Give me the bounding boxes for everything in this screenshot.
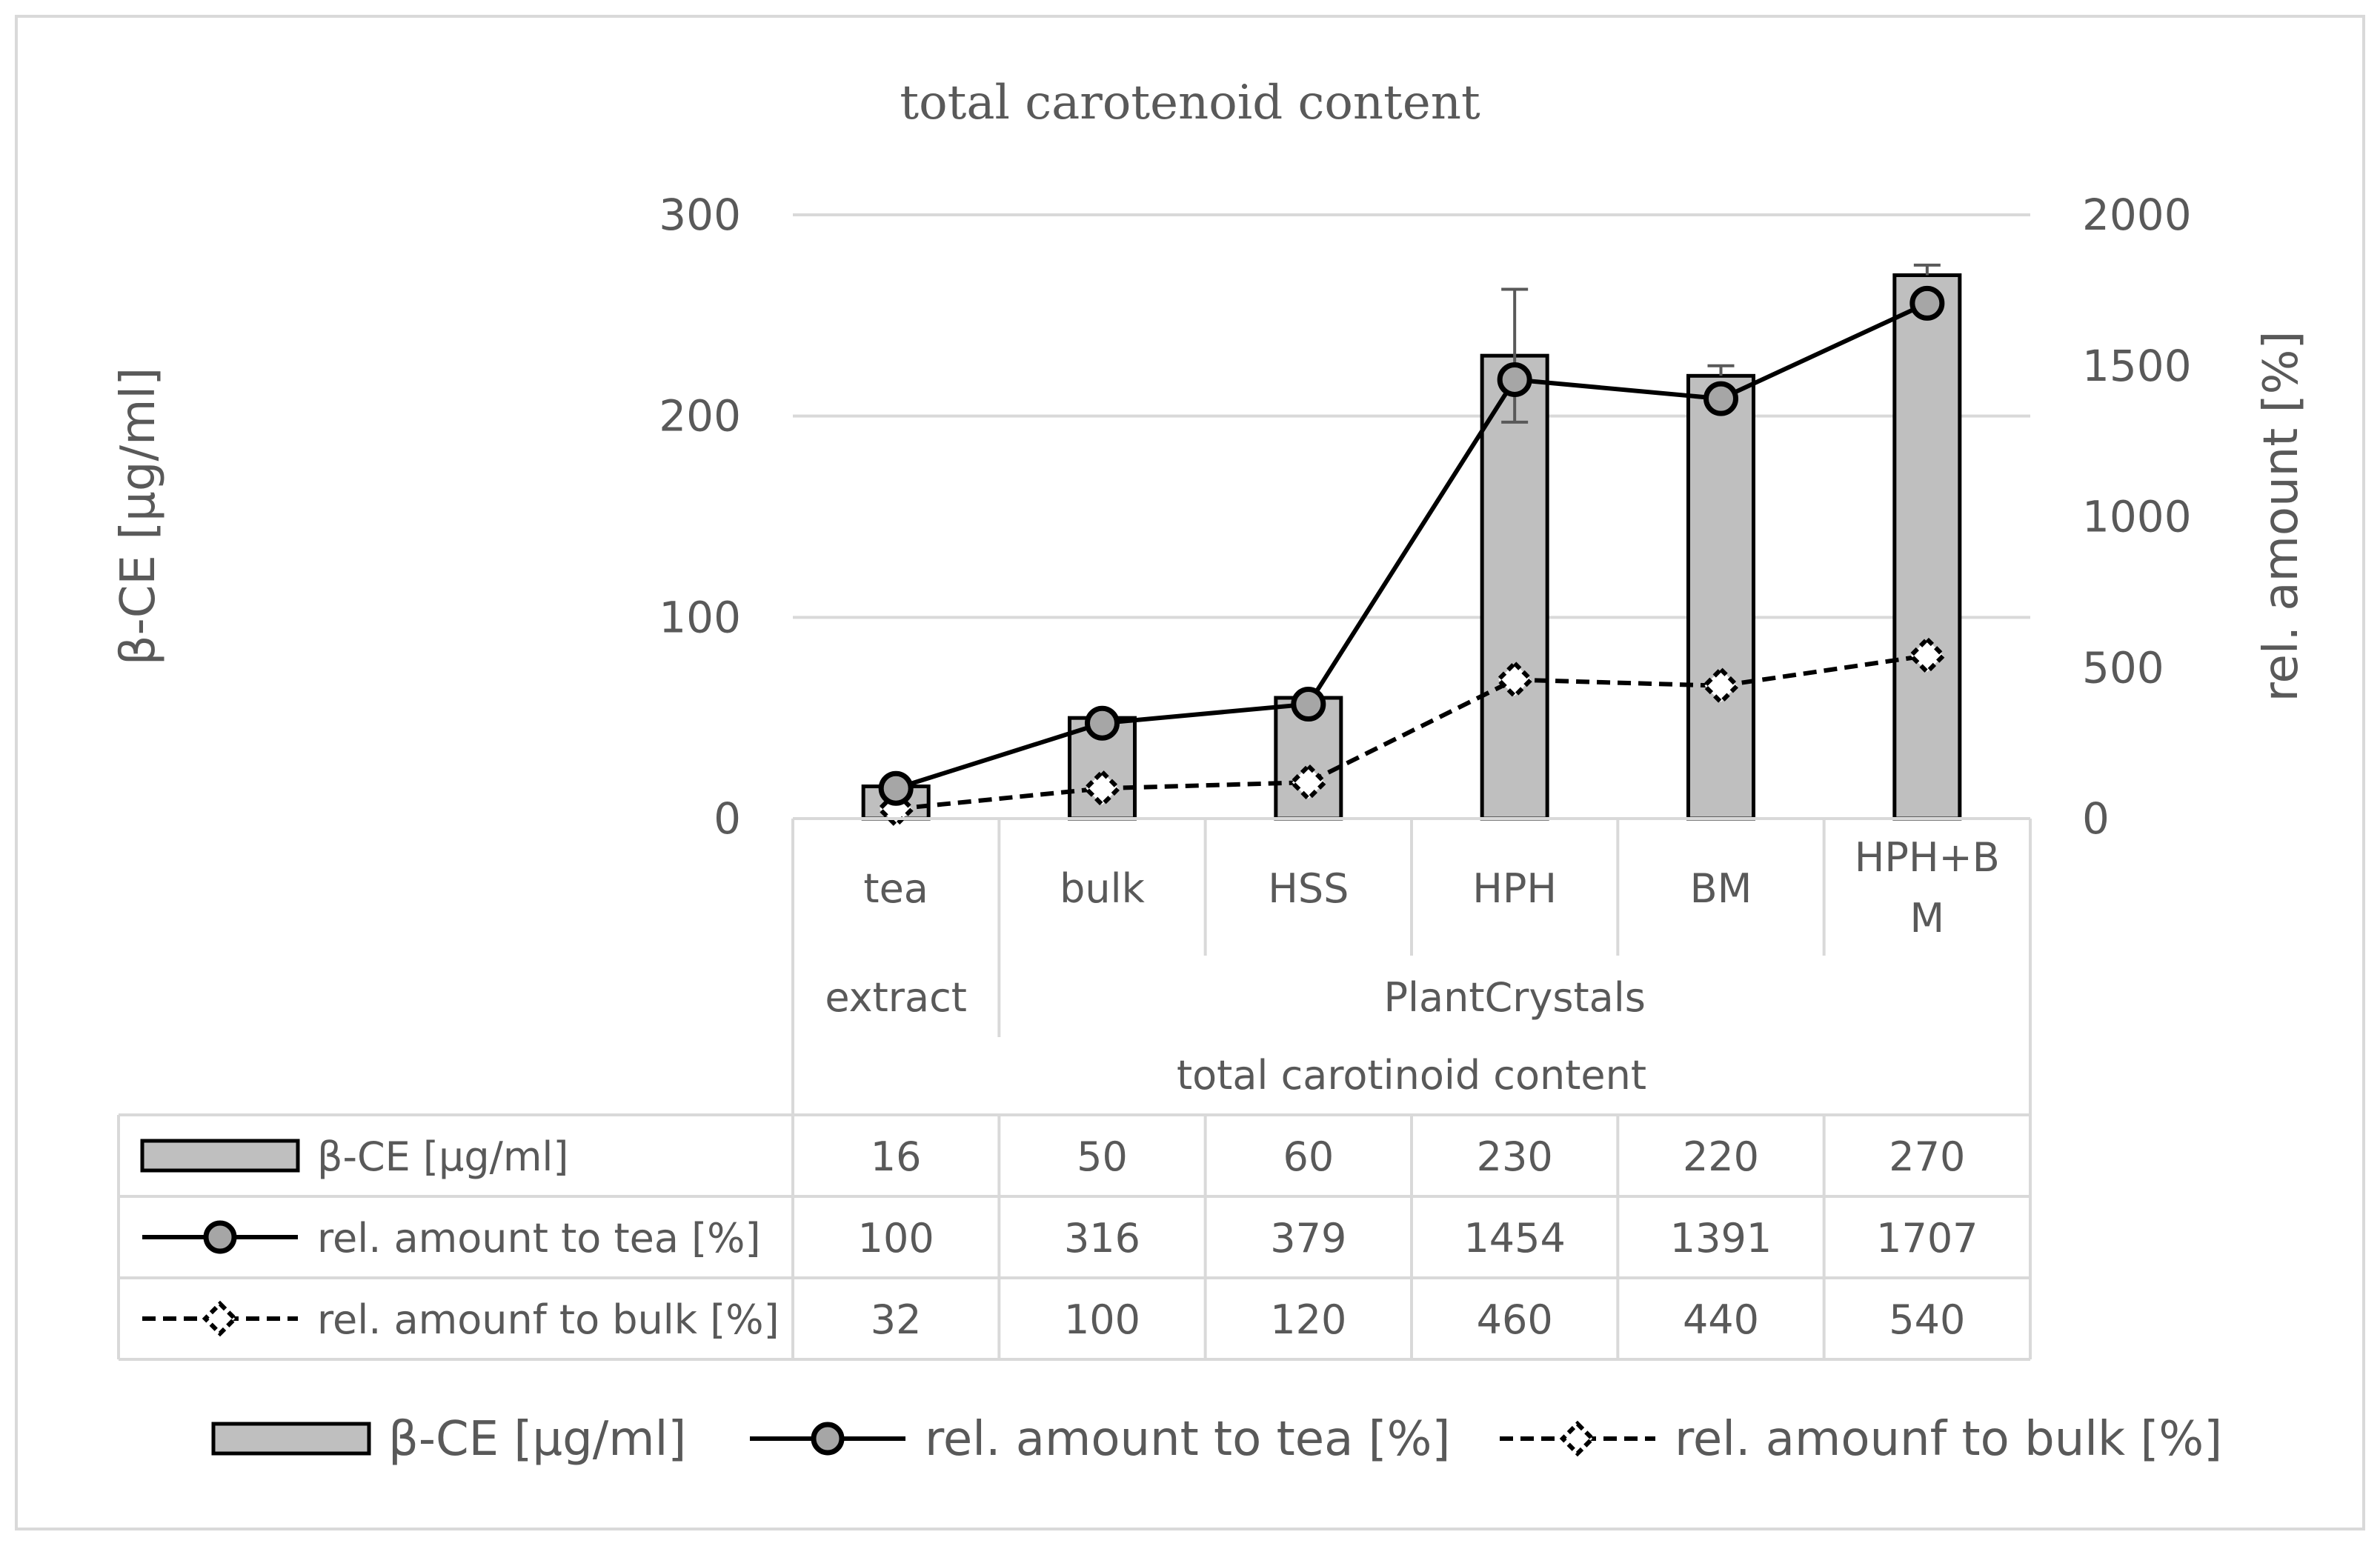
data-label: 120 xyxy=(1270,1296,1346,1343)
table-series-label: rel. amount to tea [%] xyxy=(317,1215,761,1262)
legend-label: β-CE [µg/ml] xyxy=(388,1412,686,1467)
data-label: 50 xyxy=(1077,1133,1128,1180)
marker-bulk xyxy=(1495,660,1535,699)
bar xyxy=(1892,273,1962,821)
marker-tea xyxy=(1703,381,1738,416)
y-tick-label-right: 0 xyxy=(2082,793,2110,844)
marker-bulk xyxy=(1701,666,1741,705)
table-series-label: rel. amounf to bulk [%] xyxy=(317,1296,780,1343)
data-label: 379 xyxy=(1270,1215,1346,1262)
y-tick-label-left: 0 xyxy=(714,793,741,844)
data-label: 60 xyxy=(1283,1133,1334,1180)
data-label: 100 xyxy=(858,1215,934,1262)
category-label: tea xyxy=(863,865,928,912)
group-label: PlantCrystals xyxy=(1383,974,1645,1021)
category-label: BM xyxy=(1690,865,1752,912)
legend-label: rel. amounf to bulk [%] xyxy=(1675,1412,2222,1467)
y-tick-label-left: 200 xyxy=(659,391,741,442)
category-label: HSS xyxy=(1268,865,1349,912)
legend-key-marker xyxy=(1559,1420,1596,1457)
table-legend-key-marker xyxy=(203,1220,237,1254)
data-label: 220 xyxy=(1683,1133,1759,1180)
marker-bulk xyxy=(1083,769,1122,808)
table-series-label: β-CE [µg/ml] xyxy=(317,1133,569,1180)
y-axis-title-right: rel. amount [%] xyxy=(2254,331,2309,702)
series-line-bulk xyxy=(895,653,1928,811)
table-legend-key xyxy=(140,1139,300,1173)
data-label: 230 xyxy=(1477,1133,1553,1180)
data-label: 32 xyxy=(871,1296,922,1343)
chart-frame xyxy=(15,15,2365,1530)
category-label: bulk xyxy=(1060,865,1146,912)
legend-label: rel. amount to tea [%] xyxy=(925,1412,1450,1467)
category-label: M xyxy=(1910,895,1945,942)
data-label: 1391 xyxy=(1670,1215,1772,1262)
marker-tea xyxy=(1497,362,1532,397)
data-label: 540 xyxy=(1889,1296,1965,1343)
y-tick-label-right: 2000 xyxy=(2082,190,2192,240)
legend-key-marker xyxy=(811,1422,845,1456)
y-tick-label-right: 500 xyxy=(2082,642,2164,693)
marker-bulk xyxy=(1289,762,1329,802)
marker-tea xyxy=(1085,705,1120,741)
data-label: 100 xyxy=(1064,1296,1140,1343)
data-label: 1454 xyxy=(1463,1215,1565,1262)
chart-title: total carotenoid content xyxy=(900,76,1480,130)
data-label: 440 xyxy=(1683,1296,1759,1343)
marker-bulk xyxy=(1907,636,1947,676)
bar xyxy=(1480,353,1549,821)
legend-key xyxy=(211,1422,371,1456)
y-tick-label-left: 300 xyxy=(659,190,741,240)
marker-tea xyxy=(878,770,914,806)
bar xyxy=(1686,373,1755,821)
super-group-label: total carotinoid content xyxy=(1177,1052,1646,1099)
data-label: 270 xyxy=(1889,1133,1965,1180)
y-axis-title-left: β-CE [µg/ml] xyxy=(111,367,166,665)
y-tick-label-left: 100 xyxy=(659,592,741,642)
data-label: 316 xyxy=(1064,1215,1140,1262)
category-label: HPH+B xyxy=(1855,834,2000,881)
marker-tea xyxy=(1909,285,1945,321)
marker-tea xyxy=(1291,687,1326,722)
y-tick-label-right: 1000 xyxy=(2082,492,2192,542)
group-label: extract xyxy=(825,974,967,1021)
table-legend-key-marker xyxy=(202,1300,239,1337)
series-line-tea xyxy=(895,301,1929,791)
category-label: HPH xyxy=(1472,865,1557,912)
data-label: 1707 xyxy=(1876,1215,1978,1262)
data-label: 460 xyxy=(1477,1296,1553,1343)
y-tick-label-right: 1500 xyxy=(2082,341,2192,391)
data-label: 16 xyxy=(871,1133,922,1180)
